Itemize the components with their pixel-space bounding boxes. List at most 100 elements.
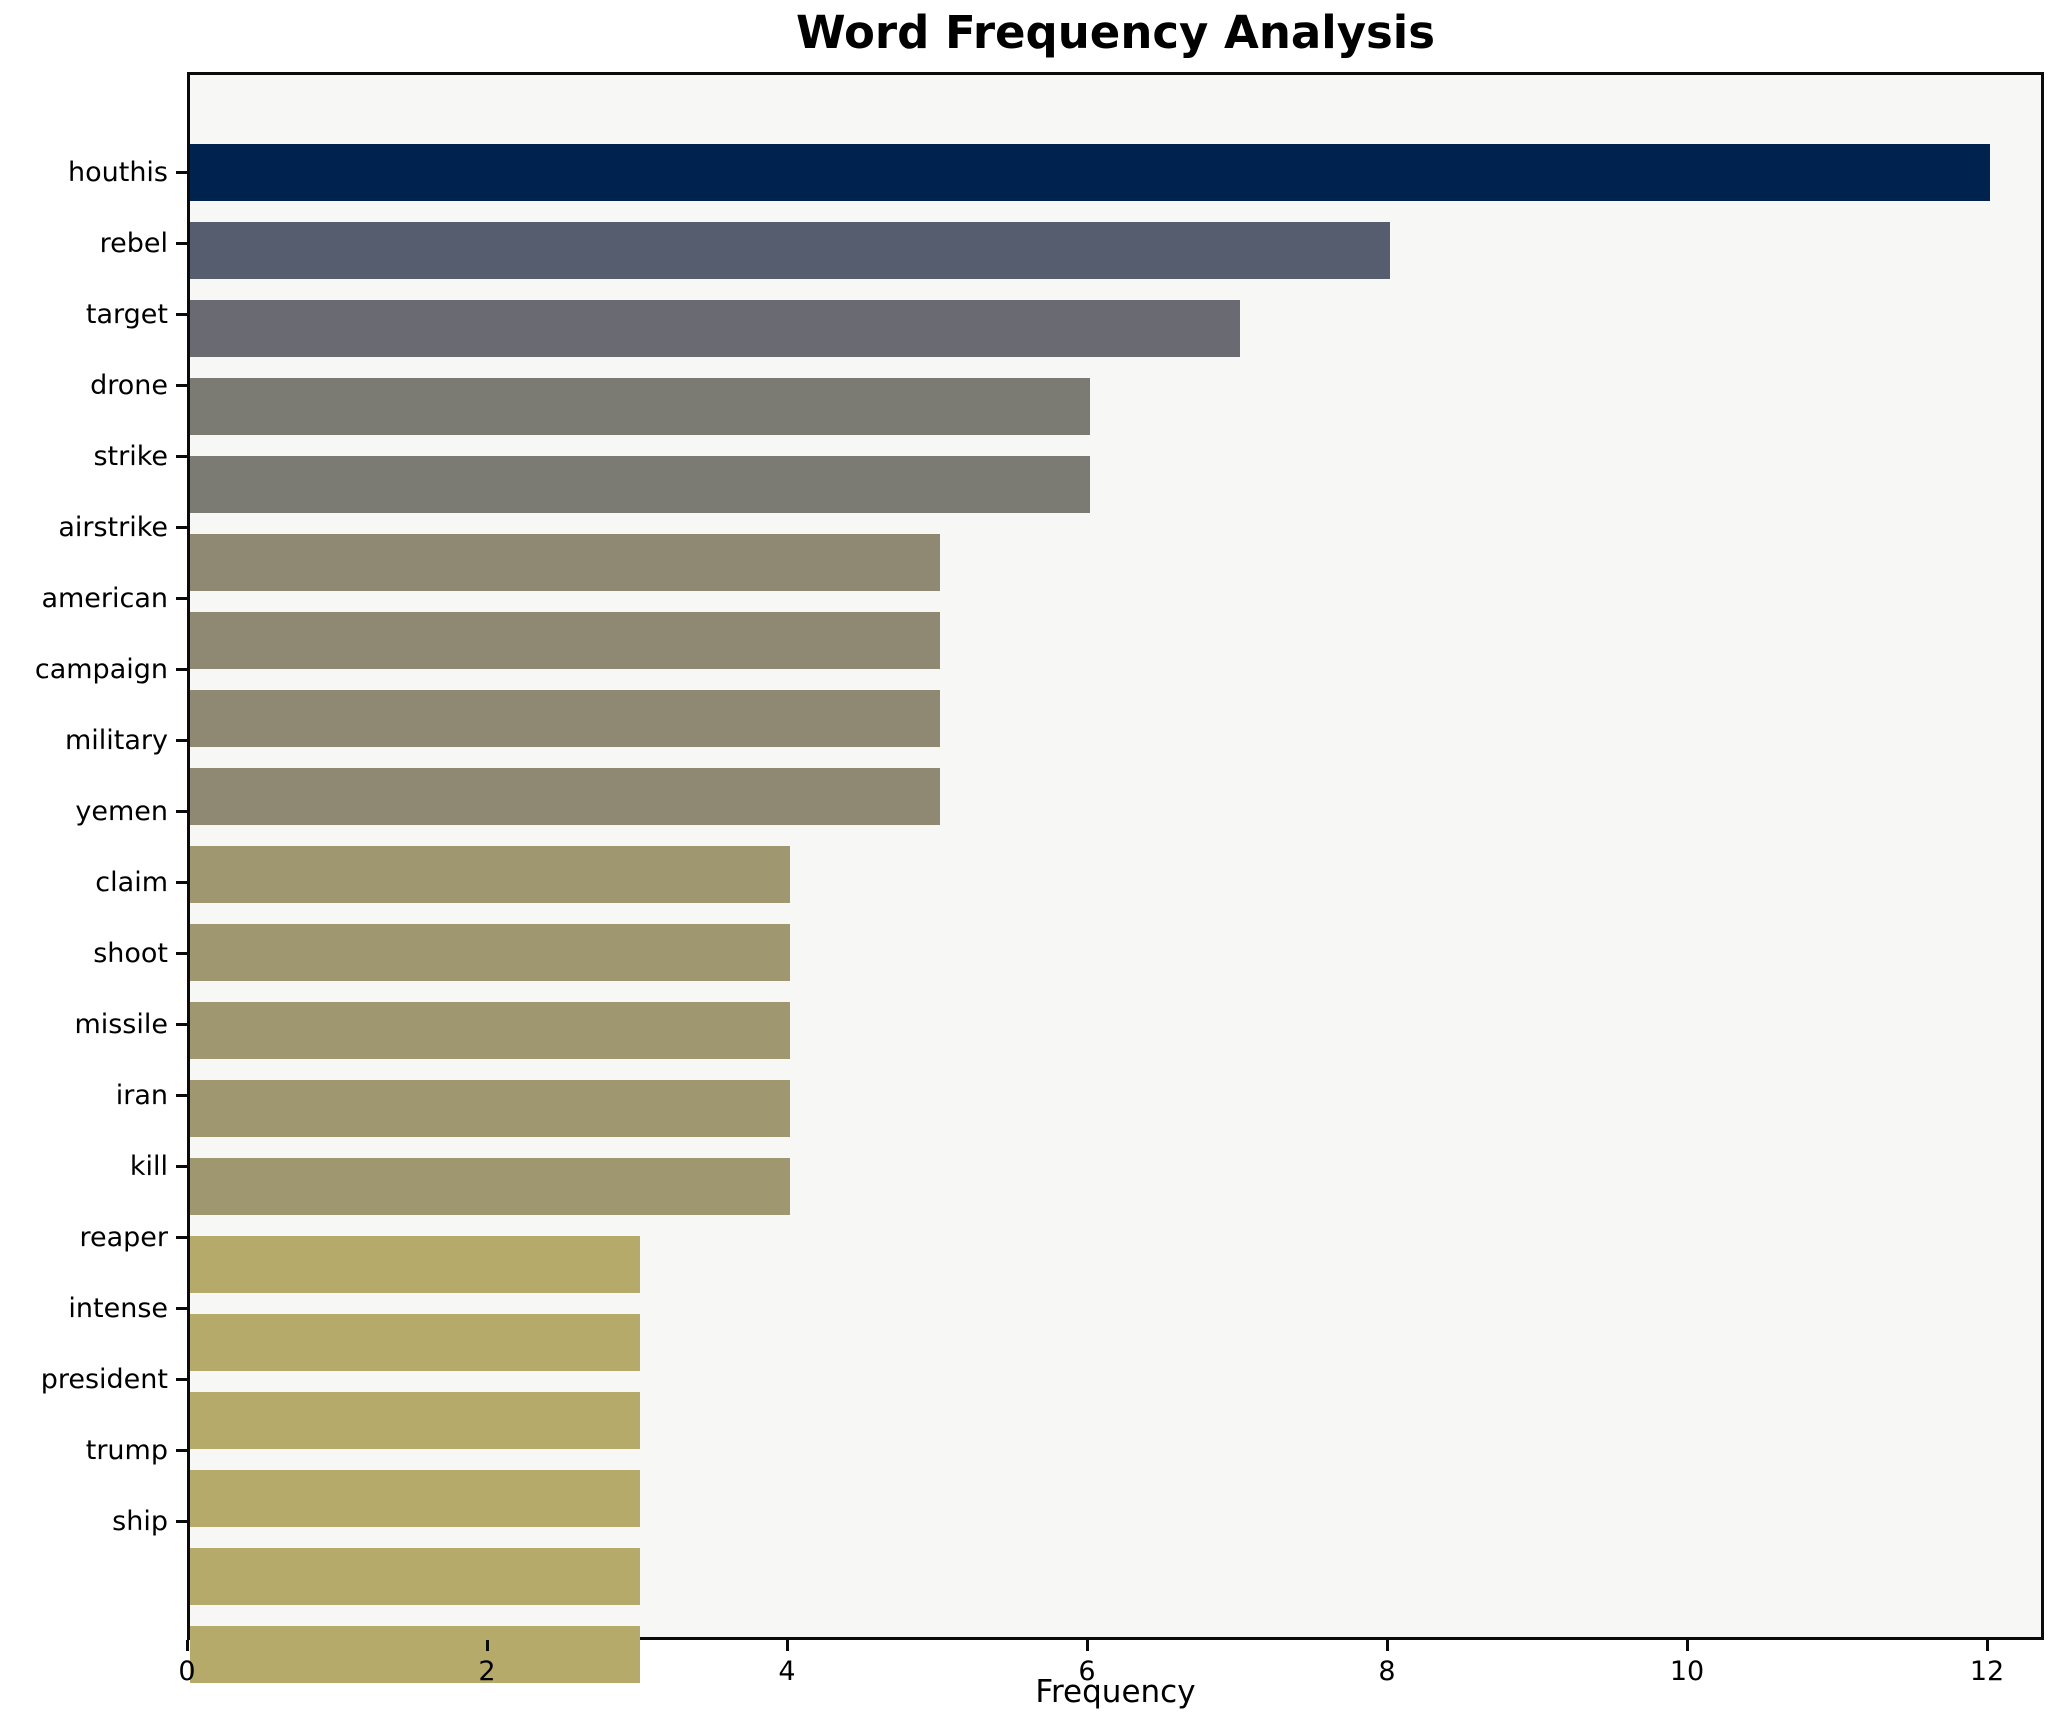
bar-claim [190, 924, 790, 981]
y-tick-mark [176, 171, 187, 174]
bar-row [190, 612, 2041, 683]
y-label-row: military [0, 705, 187, 776]
y-tick-label-missile: missile [74, 1009, 168, 1040]
y-tick-mark [176, 313, 187, 316]
y-tick-label-iran: iran [115, 1080, 168, 1111]
y-tick-label-trump: trump [85, 1435, 168, 1466]
y-tick-label-houthis: houthis [67, 157, 168, 188]
y-label-row: american [0, 563, 187, 634]
bar-row [190, 534, 2041, 605]
x-tick-label-4: 4 [778, 1656, 796, 1687]
y-tick-mark [176, 384, 187, 387]
bar-row [190, 144, 2041, 215]
y-label-row: intense [0, 1273, 187, 1344]
y-tick-mark [176, 1165, 187, 1168]
y-tick-mark [176, 810, 187, 813]
bar-row [190, 1080, 2041, 1151]
y-tick-label-american: american [41, 583, 168, 614]
y-tick-mark [176, 526, 187, 529]
y-tick-mark [176, 597, 187, 600]
y-tick-mark [176, 1449, 187, 1452]
bar-american [190, 612, 940, 669]
x-tick-mark [786, 1640, 789, 1651]
bar-iran [190, 1158, 790, 1215]
y-tick-label-campaign: campaign [34, 654, 168, 685]
bar-row [190, 768, 2041, 839]
y-label-row: reaper [0, 1202, 187, 1273]
bar-row [190, 924, 2041, 995]
y-tick-mark [176, 881, 187, 884]
y-tick-mark [176, 242, 187, 245]
bar-reaper [190, 1314, 640, 1371]
bar-row [190, 1236, 2041, 1307]
chart-title: Word Frequency Analysis [795, 6, 1436, 59]
bar-target [190, 300, 1240, 357]
bar-missile [190, 1080, 790, 1137]
x-tick-label-6: 6 [1078, 1656, 1096, 1687]
x-tick-mark [1386, 1640, 1389, 1651]
bar-row [190, 1158, 2041, 1229]
y-tick-mark [176, 739, 187, 742]
bar-row [190, 378, 2041, 449]
y-tick-label-reaper: reaper [79, 1222, 168, 1253]
bar-ship [190, 1626, 640, 1683]
y-tick-label-president: president [40, 1364, 168, 1395]
bar-intense [190, 1392, 640, 1449]
y-tick-mark [176, 455, 187, 458]
y-label-row: ship [0, 1486, 187, 1557]
x-tick-mark [1686, 1640, 1689, 1651]
y-tick-mark [176, 668, 187, 671]
y-label-row: houthis [0, 137, 187, 208]
y-tick-label-airstrike: airstrike [58, 512, 168, 543]
plot-area [187, 72, 2044, 1683]
bar-campaign [190, 690, 940, 747]
x-tick-label-0: 0 [178, 1656, 196, 1687]
x-axis: 0 2 4 6 8 10 12 [178, 1640, 2044, 1720]
y-tick-label-kill: kill [129, 1151, 168, 1182]
y-label-row: iran [0, 1060, 187, 1131]
y-label-row: strike [0, 421, 187, 492]
y-label-row: claim [0, 847, 187, 918]
bar-kill [190, 1236, 640, 1293]
y-label-row: president [0, 1344, 187, 1415]
bar-row [190, 1002, 2041, 1073]
y-label-row: trump [0, 1415, 187, 1486]
y-tick-mark [176, 1023, 187, 1026]
y-label-row: campaign [0, 634, 187, 705]
x-tick-label-8: 8 [1378, 1656, 1396, 1687]
bar-shoot [190, 1002, 790, 1059]
y-tick-label-claim: claim [95, 867, 168, 898]
bar-row [190, 300, 2041, 371]
bar-houthis [190, 144, 1990, 201]
y-label-row: kill [0, 1131, 187, 1202]
bar-row [190, 846, 2041, 917]
bar-row [190, 456, 2041, 527]
y-label-row: shoot [0, 918, 187, 989]
x-tick-mark [1986, 1640, 1989, 1651]
bar-strike [190, 456, 1090, 513]
y-tick-label-strike: strike [93, 441, 168, 472]
y-tick-label-drone: drone [90, 370, 168, 401]
y-tick-mark [176, 952, 187, 955]
y-tick-label-intense: intense [68, 1293, 168, 1324]
y-tick-mark [176, 1094, 187, 1097]
bar-rebel [190, 222, 1390, 279]
y-label-row: missile [0, 989, 187, 1060]
y-tick-label-ship: ship [112, 1506, 168, 1537]
y-axis-labels: houthis rebel target drone strike airstrike am… [0, 75, 187, 1637]
y-tick-label-military: military [64, 725, 168, 756]
bar-row [190, 1626, 2041, 1697]
x-tick-mark [1086, 1640, 1089, 1651]
y-label-row: target [0, 279, 187, 350]
bar-trump [190, 1548, 640, 1605]
y-label-row: drone [0, 350, 187, 421]
y-tick-mark [176, 1307, 187, 1310]
bar-airstrike [190, 534, 940, 591]
y-label-row: airstrike [0, 492, 187, 563]
x-tick-mark [486, 1640, 489, 1651]
bar-president [190, 1470, 640, 1527]
x-tick-mark [186, 1640, 189, 1651]
x-axis-title: Frequency [1035, 1674, 1196, 1710]
bar-row [190, 1548, 2041, 1619]
